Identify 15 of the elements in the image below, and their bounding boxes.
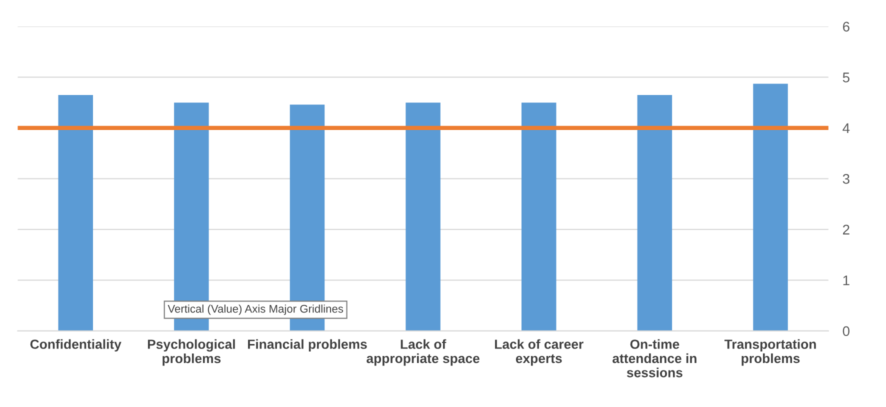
x-tick-label: Financial problems <box>248 339 367 352</box>
y-tick-label: 6 <box>843 22 850 32</box>
y-tick-label: 5 <box>842 72 850 82</box>
x-tick-label: Transportation problems <box>724 339 816 366</box>
x-tick-label: Psychological problems <box>148 339 235 366</box>
y-tick-label: 4 <box>842 123 850 133</box>
y-tick-label: 3 <box>842 174 850 184</box>
x-tick-label: On-time attendance in sessions <box>612 339 696 378</box>
y-tick-label: 0 <box>842 326 850 336</box>
y-tick-label: 2 <box>843 224 850 234</box>
x-tick-label: Lack of career experts <box>495 339 584 366</box>
x-tick-label: Confidentiality <box>30 339 122 352</box>
x-tick-label: Lack of appropriate space <box>366 339 480 366</box>
y-tick-label: 1 <box>843 276 850 286</box>
annotation: Vertical (Value) Axis Major Gridlines <box>168 304 344 315</box>
